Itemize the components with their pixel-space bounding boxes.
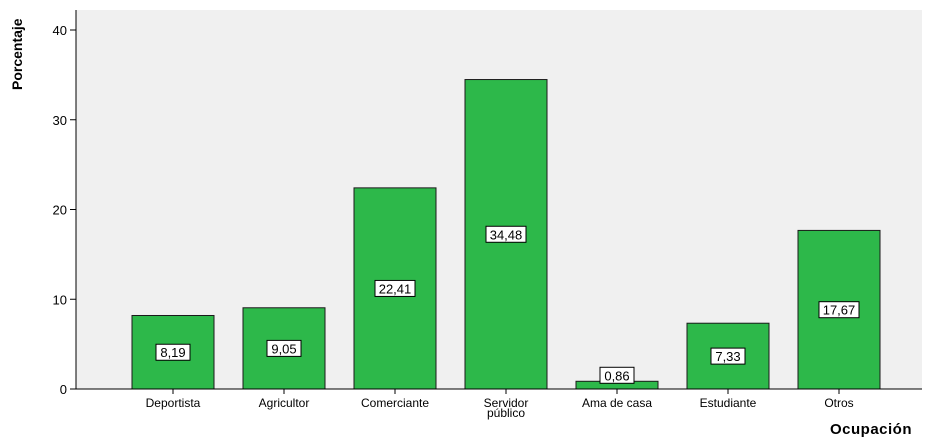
x-tick-label: Otros [824, 396, 853, 410]
x-tick-label: Deportista [146, 396, 201, 410]
x-tick-label: Agricultor [259, 396, 310, 410]
data-label: 8,19 [155, 343, 191, 361]
y-tick-label: 20 [53, 203, 67, 218]
data-label-text: 7,33 [715, 349, 740, 364]
data-label-text: 22,41 [379, 281, 412, 296]
y-tick-label: 0 [60, 382, 67, 397]
data-label: 22,41 [374, 279, 416, 297]
data-label: 34,48 [485, 225, 527, 243]
data-label-box [155, 343, 191, 361]
data-label-box [599, 366, 635, 384]
y-axis-title: Porcentaje [9, 18, 25, 90]
data-label-box [374, 279, 416, 297]
data-label: 7,33 [710, 347, 746, 365]
data-label-box [485, 225, 527, 243]
data-label-text: 9,05 [271, 341, 296, 356]
bars: 8,19 9,05 22,41 34,48 0,86 7,33 17,67 [131, 79, 881, 390]
data-label-text: 34,48 [490, 227, 523, 242]
data-label-text: 8,19 [160, 345, 185, 360]
y-tick-label: 10 [53, 292, 67, 307]
data-label: 17,67 [818, 301, 860, 319]
data-label-box [818, 301, 860, 319]
y-tick-label: 40 [53, 23, 67, 38]
data-label-text: 17,67 [823, 303, 856, 318]
y-tick-label: 30 [53, 113, 67, 128]
data-label: 0,86 [599, 366, 635, 384]
bar [131, 314, 215, 390]
data-label: 9,05 [266, 339, 302, 357]
x-tick-label: Estudiante [700, 396, 757, 410]
x-tick-label: Ama de casa [582, 396, 652, 410]
x-axis-title: Ocupación [830, 421, 912, 438]
data-label-box [710, 347, 746, 365]
y-axis: 0 10 20 30 40 [53, 10, 77, 397]
x-tick-label: Servidor público [484, 396, 529, 420]
data-label-box [266, 339, 302, 357]
data-label-text: 0,86 [604, 368, 629, 383]
x-tick-label: Comerciante [361, 396, 429, 410]
x-axis: Deportista Agricultor Comerciante Servidor p… [76, 388, 922, 420]
